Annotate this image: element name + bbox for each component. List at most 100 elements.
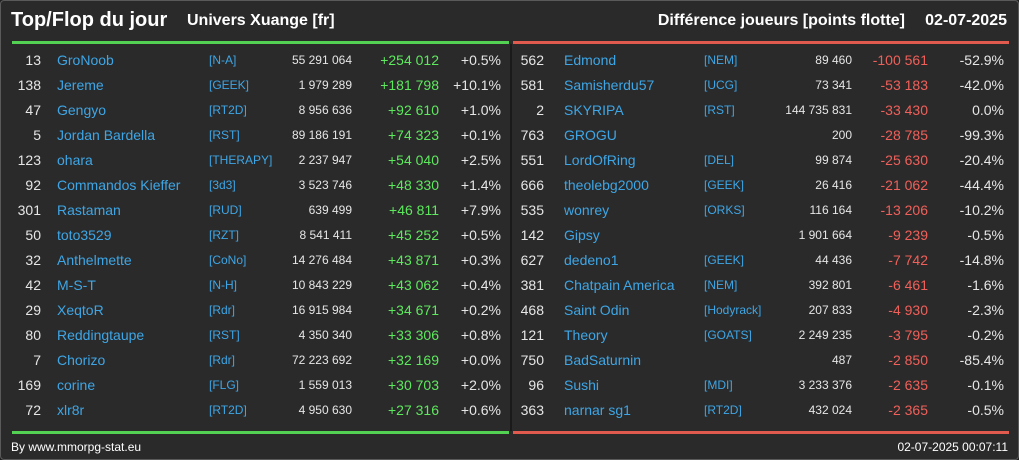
guild-tag-link[interactable]: [THERAPY]: [209, 153, 273, 167]
percent-change: +2.0%: [460, 377, 501, 393]
fleet-points: 116 164: [809, 203, 853, 217]
header-date: 02-07-2025: [925, 12, 1007, 29]
fleet-points: 1 979 289: [298, 78, 352, 92]
guild-tag-link[interactable]: [RT2D]: [209, 103, 247, 117]
fleet-points: 99 874: [815, 153, 852, 167]
guild-tag-link[interactable]: [Hodyrack]: [704, 303, 762, 317]
percent-change: -0.5%: [967, 402, 1004, 418]
player-rank: 5: [33, 127, 41, 143]
player-rank: 29: [25, 302, 41, 318]
guild-tag-link[interactable]: [NEM]: [704, 278, 738, 292]
top-accent-bar: [12, 41, 509, 44]
player-name-link[interactable]: GROGU: [564, 127, 617, 143]
guild-tag-link[interactable]: [GOATS]: [704, 328, 752, 342]
fleet-points: 2 249 235: [798, 328, 852, 342]
points-difference: +46 811: [389, 202, 439, 218]
guild-tag-link[interactable]: [GEEK]: [209, 78, 250, 92]
points-difference: +254 012: [380, 52, 439, 68]
guild-tag-link[interactable]: [Rdr]: [209, 353, 236, 367]
points-difference: +54 040: [388, 152, 439, 168]
player-name-link[interactable]: Sushi: [564, 377, 600, 393]
percent-change: -52.9%: [959, 52, 1004, 68]
guild-tag-link[interactable]: [RZT]: [209, 228, 239, 242]
player-name-link[interactable]: BadSaturnin: [564, 352, 642, 368]
table-row: 381 Chatpain America [NEM] 392 801 -6 461 -1.…: [513, 273, 1009, 298]
table-row: 29 XeqtoR [Rdr] 16 915 984 +34 671 +0.2%: [12, 298, 509, 323]
guild-tag-link[interactable]: [GEEK]: [704, 253, 745, 267]
player-name-link[interactable]: GroNoob: [57, 52, 114, 68]
player-name-link[interactable]: corine: [57, 377, 96, 393]
player-name-link[interactable]: Jordan Bardella: [57, 127, 156, 143]
player-name-link[interactable]: LordOfRing: [564, 152, 636, 168]
guild-tag-link[interactable]: [MDI]: [704, 378, 733, 392]
fleet-points: 4 950 630: [298, 403, 352, 417]
points-difference: +74 323: [388, 127, 439, 143]
player-name-link[interactable]: wonrey: [564, 202, 610, 218]
player-name-link[interactable]: Gengyo: [57, 102, 107, 118]
table-row: 50 toto3529 [RZT] 8 541 411 +45 252 +0.5%: [12, 223, 509, 248]
player-name-link[interactable]: Samisherdu57: [564, 77, 655, 93]
flop-accent-bar: [513, 41, 1009, 44]
guild-tag-link[interactable]: [RT2D]: [209, 403, 247, 417]
player-name-link[interactable]: narnar sg1: [564, 402, 631, 418]
player-name-link[interactable]: dedeno1: [564, 252, 619, 268]
guild-tag-link[interactable]: [CoNo]: [209, 253, 247, 267]
fleet-points: 1 901 664: [798, 228, 852, 242]
guild-tag-link[interactable]: [NEM]: [704, 53, 738, 67]
guild-tag-link[interactable]: [ORKS]: [704, 203, 745, 217]
table-row: 750 BadSaturnin 487 -2 850 -85.4%: [513, 348, 1009, 373]
points-difference: +30 703: [388, 377, 439, 393]
player-name-link[interactable]: Anthelmette: [57, 252, 132, 268]
player-name-link[interactable]: xlr8r: [57, 402, 85, 418]
guild-tag-link[interactable]: [Rdr]: [209, 303, 236, 317]
guild-tag-link[interactable]: [GEEK]: [704, 178, 745, 192]
fleet-points: 26 416: [815, 178, 852, 192]
fleet-points: 14 276 484: [291, 253, 352, 267]
guild-tag-link[interactable]: [RUD]: [209, 203, 242, 217]
player-name-link[interactable]: Jereme: [57, 77, 104, 93]
player-rank: 363: [520, 402, 544, 418]
player-name-link[interactable]: Gipsy: [564, 227, 600, 243]
percent-change: +1.0%: [460, 102, 501, 118]
player-name-link[interactable]: M-S-T: [57, 277, 96, 293]
points-difference: +45 252: [388, 227, 439, 243]
points-difference: -13 206: [880, 202, 928, 218]
player-name-link[interactable]: Theory: [564, 327, 608, 343]
player-name-link[interactable]: Rastaman: [57, 202, 121, 218]
player-name-link[interactable]: Reddingtaupe: [57, 327, 145, 343]
fleet-points: 207 833: [808, 303, 852, 317]
points-difference: +32 169: [388, 352, 439, 368]
percent-change: +0.2%: [460, 302, 501, 318]
fleet-points: 16 915 984: [291, 303, 352, 317]
guild-tag-link[interactable]: [RST]: [209, 128, 240, 142]
player-name-link[interactable]: Commandos Kieffer: [57, 177, 181, 193]
player-name-link[interactable]: SKYRIPA: [564, 102, 624, 118]
table-row: 2 SKYRIPA [RST] 144 735 831 -33 430 0.0%: [513, 98, 1009, 123]
points-difference: +34 671: [388, 302, 439, 318]
player-name-link[interactable]: ohara: [57, 152, 93, 168]
player-name-link[interactable]: toto3529: [57, 227, 112, 243]
player-name-link[interactable]: Chorizo: [57, 352, 106, 368]
guild-tag-link[interactable]: [RT2D]: [704, 403, 742, 417]
guild-tag-link[interactable]: [FLG]: [209, 378, 240, 392]
player-rank: 169: [17, 377, 41, 393]
player-name-link[interactable]: Saint Odin: [564, 302, 630, 318]
guild-tag-link[interactable]: [UCG]: [704, 78, 738, 92]
fleet-points: 200: [831, 128, 852, 142]
guild-tag-link[interactable]: [N-A]: [209, 53, 237, 67]
guild-tag-link[interactable]: [3d3]: [209, 178, 236, 192]
player-rank: 138: [17, 77, 41, 93]
table-row: 123 ohara [THERAPY] 2 237 947 +54 040 +2.5%: [12, 148, 509, 173]
table-row: 363 narnar sg1 [RT2D] 432 024 -2 365 -0.5%: [513, 398, 1009, 423]
player-name-link[interactable]: Edmond: [564, 52, 617, 68]
player-name-link[interactable]: XeqtoR: [57, 302, 104, 318]
player-name-link[interactable]: Chatpain America: [564, 277, 675, 293]
player-rank: 381: [520, 277, 544, 293]
player-name-link[interactable]: theolebg2000: [564, 177, 649, 193]
guild-tag-link[interactable]: [RST]: [704, 103, 735, 117]
guild-tag-link[interactable]: [N-H]: [209, 278, 237, 292]
points-difference: -4 930: [888, 302, 928, 318]
guild-tag-link[interactable]: [DEL]: [704, 153, 735, 167]
guild-tag-link[interactable]: [RST]: [209, 328, 240, 342]
